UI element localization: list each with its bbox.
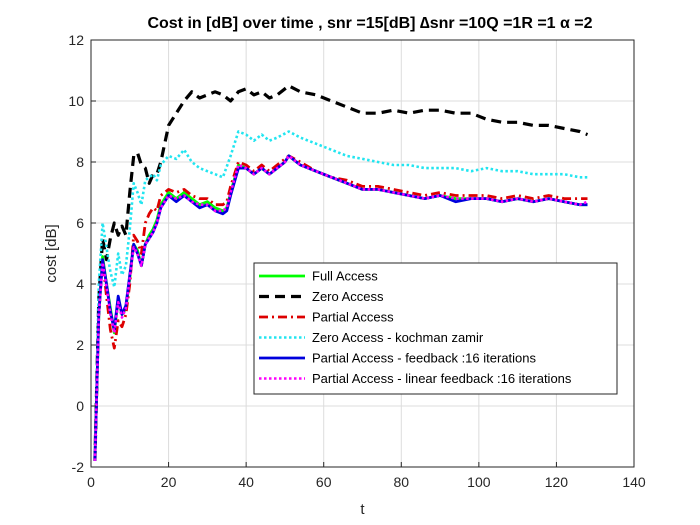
x-tick-label: 140	[622, 474, 646, 490]
x-tick-label: 80	[393, 474, 409, 490]
x-tick-label: 0	[87, 474, 95, 490]
legend-label: Partial Access - feedback :16 iterations	[312, 351, 537, 366]
y-tick-label: -2	[72, 459, 85, 475]
y-tick-label: 6	[76, 215, 84, 231]
y-tick-label: 12	[68, 32, 84, 48]
legend-label: Partial Access - linear feedback :16 ite…	[312, 371, 572, 386]
series-line-6	[93, 154, 588, 461]
y-axis-label: cost [dB]	[43, 224, 60, 282]
legend-label: Full Access	[312, 269, 378, 284]
x-tick-label: 40	[238, 474, 254, 490]
legend-box	[253, 262, 618, 395]
series-line-2	[93, 84, 589, 461]
x-tick-label: 20	[161, 474, 177, 490]
x-tick-label: 120	[545, 474, 569, 490]
y-tick-label: 2	[76, 337, 84, 353]
legend-label: Zero Access - kochman zamir	[312, 330, 484, 345]
series-lines	[93, 84, 589, 461]
y-tick-label: 10	[68, 93, 84, 109]
plot-area	[91, 40, 634, 467]
legend-label: Partial Access	[312, 310, 394, 325]
x-tick-label: 60	[316, 474, 332, 490]
axes-box	[90, 39, 635, 468]
y-tick-label: 8	[76, 154, 84, 170]
series-line-4	[93, 130, 588, 461]
chart-title: Cost in [dB] over time , snr =15[dB] ∆sn…	[147, 15, 592, 32]
legend-label: Zero Access	[312, 289, 384, 304]
y-tick-label: 0	[76, 398, 84, 414]
x-axis-label: t	[360, 501, 365, 518]
legend: Full Access Zero Access Partial Access Zero…	[253, 262, 618, 395]
y-tick-label: 4	[76, 276, 84, 292]
x-tick-label: 100	[467, 474, 491, 490]
